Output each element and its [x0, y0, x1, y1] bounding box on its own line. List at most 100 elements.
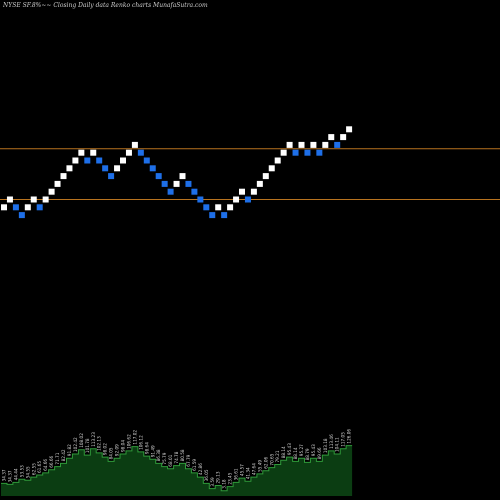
- volume-label-12: 91.82: [67, 444, 72, 456]
- renko-brick-57-down: [334, 141, 341, 148]
- renko-brick-53-up: [310, 141, 317, 148]
- volume-label-18: 98.02: [103, 443, 108, 455]
- renko-brick-33-down: [191, 188, 198, 195]
- volume-label-47: 79.21: [275, 450, 280, 462]
- renko-brick-47-up: [274, 157, 281, 164]
- renko-brick-20-up: [114, 165, 121, 172]
- volume-label-32: 67.79: [186, 454, 191, 466]
- renko-brick-15-down: [84, 157, 91, 164]
- volume-label-29: 68.01: [168, 454, 173, 466]
- volume-label-24: 106.12: [138, 435, 143, 450]
- volume-label-38: 3.18: [222, 479, 227, 489]
- renko-brick-22-up: [125, 149, 132, 156]
- volume-labels: 34.37 34.37 44.44 53.53 54.55 62.55 61.65 64.66…: [2, 429, 352, 489]
- volume-label-48: 88.14: [281, 446, 286, 458]
- volume-label-49: 95.43: [287, 443, 292, 455]
- renko-brick-50-down: [292, 149, 299, 156]
- renko-brick-1-up: [1, 204, 7, 211]
- renko-brick-46-up: [268, 165, 275, 172]
- volume-label-15: 101.78: [85, 438, 90, 453]
- renko-brick-24-down: [137, 149, 144, 156]
- volume-label-1: 34.37: [2, 469, 7, 481]
- volume-label-35: 36.05: [204, 469, 209, 481]
- renko-brick-42-down: [244, 196, 251, 203]
- volume-label-54: 89.66: [317, 447, 322, 459]
- volume-label-52: 88.79: [305, 448, 310, 460]
- volume-label-17: 102.13: [97, 436, 102, 451]
- renko-brick-38-down: [221, 212, 228, 219]
- renko-brick-23-up: [131, 141, 138, 148]
- renko-brick-40-up: [233, 196, 240, 203]
- volume-label-53: 95.43: [311, 444, 316, 456]
- volume-label-46: 70.65: [269, 453, 274, 465]
- volume-label-27: 86.38: [156, 449, 161, 461]
- reference-lines: [0, 148, 500, 200]
- volume-label-25: 98.64: [144, 442, 149, 454]
- renko-brick-30-up: [173, 180, 180, 187]
- volume-label-41: 45.57: [240, 464, 245, 476]
- volume-area: [1, 445, 353, 496]
- volume-label-31: 80.58: [180, 449, 185, 461]
- renko-brick-37-up: [215, 204, 222, 211]
- volume-label-28: 75.79: [162, 452, 167, 464]
- volume-label-16: 113.23: [91, 432, 96, 447]
- renko-brick-17-down: [96, 157, 103, 164]
- renko-brick-9-up: [48, 188, 55, 195]
- volume-label-43: 47.64: [251, 463, 256, 475]
- renko-brick-13-up: [72, 157, 79, 164]
- renko-brick-27-down: [155, 173, 162, 180]
- volume-label-36: 3.59: [210, 477, 215, 487]
- volume-label-13: 102.42: [73, 437, 78, 452]
- renko-brick-29-down: [167, 188, 174, 195]
- renko-brick-52-down: [304, 149, 311, 156]
- renko-brick-18-down: [102, 165, 109, 172]
- volume-label-58: 117.05: [341, 432, 346, 447]
- renko-brick-3-down: [12, 204, 19, 211]
- renko-brick-8-up: [42, 196, 49, 203]
- renko-brick-48-up: [280, 149, 287, 156]
- volume-label-6: 62.55: [31, 463, 36, 475]
- volume-label-57: 104.11: [335, 437, 340, 452]
- volume-label-33: 61.59: [192, 459, 197, 471]
- volume-label-21: 98.04: [121, 440, 126, 452]
- volume-label-4: 53.53: [19, 465, 24, 477]
- volume-label-10: 71.71: [55, 452, 60, 464]
- volume-label-23: 117.02: [132, 430, 137, 445]
- volume-label-22: 106.62: [126, 434, 131, 449]
- renko-brick-21-up: [120, 157, 126, 164]
- renko-bricks: [1, 126, 353, 219]
- volume-label-40: 36.61: [234, 468, 239, 480]
- renko-brick-11-up: [60, 173, 67, 180]
- volume-label-51: 95.27: [299, 444, 304, 456]
- volume-label-3: 44.44: [13, 468, 18, 480]
- volume-label-19: 84.05: [109, 447, 114, 459]
- renko-brick-31-up: [179, 173, 186, 180]
- renko-brick-12-up: [66, 165, 73, 172]
- renko-brick-2-up: [6, 196, 13, 203]
- volume-label-20: 92.09: [115, 444, 120, 456]
- renko-brick-36-down: [209, 212, 216, 219]
- volume-label-14: 108.02: [79, 433, 84, 448]
- renko-brick-19-down: [108, 173, 115, 180]
- renko-brick-41-up: [239, 188, 245, 195]
- volume-label-5: 54.55: [25, 466, 30, 478]
- renko-brick-49-up: [286, 141, 293, 148]
- renko-brick-32-down: [185, 180, 192, 187]
- volume-label-42: 41.34: [246, 467, 251, 479]
- volume-label-37: 29.13: [216, 471, 221, 483]
- volume-label-44: 55.49: [257, 460, 262, 472]
- volume-label-45: 62.06: [263, 456, 268, 468]
- renko-brick-35-down: [203, 204, 210, 211]
- volume-label-2: 34.37: [7, 470, 12, 482]
- renko-brick-14-up: [78, 149, 85, 156]
- renko-brick-26-down: [149, 165, 156, 172]
- volume-label-26: 91.49: [150, 445, 155, 457]
- renko-brick-16-up: [90, 149, 97, 156]
- renko-brick-7-down: [36, 204, 43, 211]
- volume-label-56: 113.46: [329, 434, 334, 449]
- renko-brick-45-up: [262, 173, 269, 180]
- renko-brick-51-up: [298, 141, 305, 148]
- renko-brick-54-down: [316, 149, 323, 156]
